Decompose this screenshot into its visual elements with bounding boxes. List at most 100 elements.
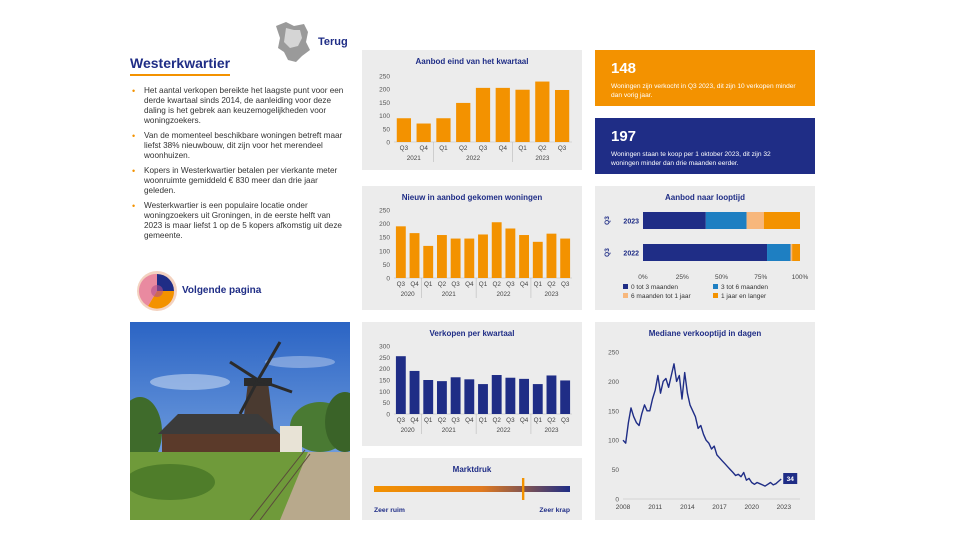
bar [478, 234, 488, 278]
bar [423, 380, 434, 414]
x-tick-label: Q4 [410, 281, 419, 288]
legend-swatch [623, 284, 628, 289]
bar [416, 123, 431, 142]
y-tick-label: 150 [608, 408, 619, 415]
x-tick-label: Q2 [438, 281, 447, 288]
chart-nieuw-panel: Nieuw in aanbod gekomen woningen 0 50 100 1… [362, 186, 582, 310]
bar [515, 89, 530, 142]
bar [519, 235, 530, 278]
bar [409, 370, 420, 414]
bar [491, 375, 502, 414]
title-underline [130, 74, 230, 76]
marktdruk-panel: Marktdruk Zeer ruim Zeer krap [362, 458, 582, 520]
x-tick-label: Q3 [558, 145, 567, 152]
y-tick-label: 0 [386, 412, 390, 419]
chart-looptijd: 2023 Q3 2022 Q3 0% 25% 50% 75% 100% 0 tot 3 maand… [604, 212, 809, 300]
bar [436, 118, 451, 142]
stacked-segment [763, 212, 800, 229]
bar [436, 381, 447, 414]
x-tick-label: Q2 [438, 417, 447, 424]
x-tick-label: Q3 [506, 281, 515, 288]
back-link[interactable]: Terug [270, 18, 360, 66]
kpi-verkocht-text: Woningen zijn verkocht in Q3 2023, dit z… [611, 83, 796, 99]
y-tick-label: 0 [386, 276, 390, 283]
y-tick-label: 0 [386, 140, 390, 147]
bar [456, 102, 471, 142]
chart-verkooptijd: 0 50 100 150 200 250 2008 2011 2014 2017 2020 2023 3… [608, 350, 800, 511]
x-tick-label: Q3 [561, 281, 570, 288]
next-page-label[interactable]: Volgende pagina [182, 285, 262, 296]
y-tick-label: 50 [383, 400, 391, 407]
chart-aanbod-panel: Aanbod eind van het kwartaal 0 50 100 150 20… [362, 50, 582, 170]
bullet-item: • Het aantal verkopen bereikte het laagst… [132, 86, 344, 125]
x-tick-label: 2017 [712, 504, 727, 511]
x-tick-label: Q3 [451, 281, 460, 288]
x-tick-label: Q2 [538, 145, 547, 152]
y-tick-label: 250 [379, 74, 390, 81]
gauge-left-label: Zeer ruim [374, 507, 405, 514]
group-label: 2020 [401, 291, 416, 298]
group-label: 2021 [407, 155, 422, 162]
next-page-button[interactable]: Volgende pagina [136, 270, 296, 312]
y-tick-label: 150 [379, 378, 390, 385]
y-tick-label: 50 [612, 467, 620, 474]
group-label: 2023 [544, 291, 559, 298]
x-tick-label: 100% [792, 274, 809, 281]
bar [546, 375, 557, 414]
y-tick-label: 50 [383, 262, 391, 269]
bar [532, 384, 543, 414]
x-tick-label: 2014 [680, 504, 695, 511]
chart-verkopen-title: Verkopen per kwartaal [429, 329, 515, 338]
x-tick-label: Q2 [547, 417, 556, 424]
bar [464, 238, 475, 278]
group-label: 2023 [544, 427, 559, 434]
bar [554, 89, 570, 142]
kpi-verkocht-value: 148 [611, 60, 637, 77]
bar [395, 356, 406, 414]
axis-label: Q3 [604, 248, 611, 257]
x-tick-label: 2008 [616, 504, 631, 511]
legend-swatch [713, 284, 718, 289]
bar [560, 380, 571, 414]
x-tick-label: Q3 [451, 417, 460, 424]
y-tick-label: 0 [615, 497, 619, 504]
y-tick-label: 200 [379, 221, 390, 228]
x-tick-label: Q1 [424, 417, 433, 424]
x-tick-label: Q2 [459, 145, 468, 152]
series-line [622, 363, 782, 487]
region-map-icon [276, 22, 310, 62]
bullet-item: • Westerkwartier is een populaire locatie… [132, 201, 342, 240]
y-tick-label: 100 [608, 438, 619, 445]
bar [450, 238, 461, 278]
back-label[interactable]: Terug [318, 36, 348, 48]
legend-label: 0 tot 3 maanden [631, 284, 678, 291]
bar [519, 378, 530, 414]
category-label: 2023 [623, 219, 639, 226]
x-tick-label: Q3 [561, 417, 570, 424]
x-tick-label: Q2 [492, 417, 501, 424]
y-tick-label: 150 [379, 100, 390, 107]
y-tick-label: 250 [608, 350, 619, 357]
x-tick-label: Q4 [465, 281, 474, 288]
bar [475, 87, 491, 142]
bar [464, 379, 475, 414]
x-tick-label: Q4 [520, 281, 529, 288]
bar [478, 384, 488, 414]
x-tick-label: Q4 [499, 145, 508, 152]
chart-nieuw-title: Nieuw in aanbod gekomen woningen [401, 193, 543, 202]
group-label: 2020 [401, 427, 416, 434]
y-tick-label: 200 [379, 366, 390, 373]
kpi-te-koop-value: 197 [611, 128, 637, 145]
axis-label: Q3 [604, 216, 611, 225]
bar [560, 238, 571, 278]
chart-verkooptijd-panel: Mediane verkooptijd in dagen 0 50 100 150 20… [595, 322, 815, 520]
x-tick-label: 2023 [777, 504, 792, 511]
x-tick-label: Q3 [506, 417, 515, 424]
x-tick-label: Q3 [400, 145, 409, 152]
y-tick-label: 150 [379, 235, 390, 242]
legend-swatch [623, 293, 628, 298]
bar [450, 377, 461, 414]
x-tick-label: Q1 [518, 145, 527, 152]
legend-swatch [713, 293, 718, 298]
legend-label: 3 tot 6 maanden [721, 284, 768, 291]
